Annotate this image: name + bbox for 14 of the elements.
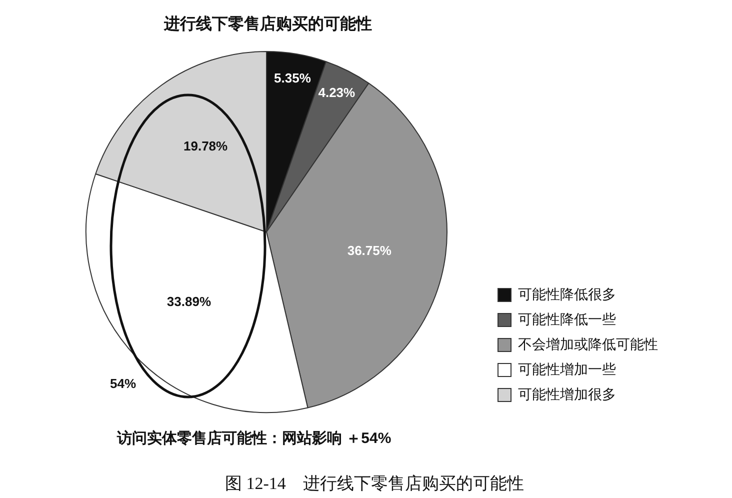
data-label: 36.75% <box>347 242 392 258</box>
legend-label: 可能性降低一些 <box>518 310 616 327</box>
text: 访问实体零售店可能性：网站影响 ＋54% <box>117 429 392 448</box>
data-label: 19.78% <box>184 138 228 154</box>
legend-label: 可能性增加很多 <box>518 386 616 402</box>
chart-title: 进行线下零售店购买的可能性 <box>162 14 373 35</box>
legend-label: 不会增加或降低可能性 <box>518 336 658 352</box>
caption: 图 12-14 进行线下零售店购买的可能性 <box>225 473 524 495</box>
legend-label: 可能性增加一些 <box>518 360 616 377</box>
text: 54% <box>110 376 136 391</box>
data-label: 5.35% <box>274 70 312 86</box>
data-label: 4.23% <box>318 85 356 100</box>
data-label: 33.89% <box>166 294 212 309</box>
legend-label: 可能性降低很多 <box>518 286 616 302</box>
